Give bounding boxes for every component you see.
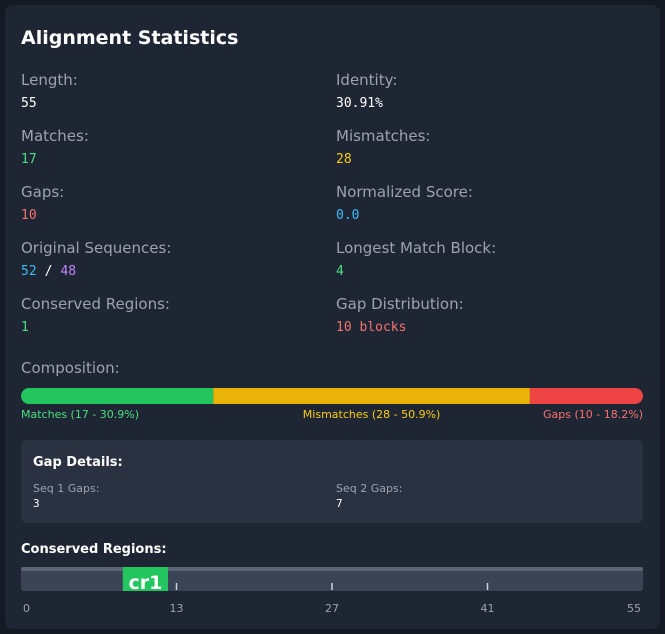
value-part: 10 blocks <box>336 320 407 335</box>
stat-value: 28 <box>336 152 352 167</box>
composition-bar <box>21 388 643 404</box>
gap-value: 7 <box>336 497 343 510</box>
gap-details: Gap Details: Seq 1 Gaps: 3 Seq 2 Gaps: 7 <box>21 440 643 523</box>
value-part: 52 <box>21 264 37 279</box>
value-part: 10 <box>21 208 37 223</box>
tick-label: 55 <box>627 602 641 615</box>
gap-label: Seq 1 Gaps: <box>33 482 100 495</box>
value-part: 28 <box>336 152 352 167</box>
stat-value: 0.0 <box>336 208 359 223</box>
stat-value: 17 <box>21 152 37 167</box>
stat-value: 10 blocks <box>336 320 406 335</box>
region <box>122 567 169 591</box>
stat-label: Original Sequences: <box>21 239 172 257</box>
composition-label: Matches (17 - 30.9%) <box>21 408 140 421</box>
stat-label: Identity: <box>336 71 398 89</box>
value-part: 1 <box>21 320 29 335</box>
value-part: 30.91% <box>336 96 383 111</box>
value-part: 4 <box>336 264 344 279</box>
stat-value: 55 <box>21 96 37 111</box>
tick-label: 27 <box>325 602 339 615</box>
stat-value: 30.91% <box>336 96 383 111</box>
composition-segment <box>21 388 214 404</box>
stat-label: Matches: <box>21 127 89 145</box>
stat-label: Normalized Score: <box>336 183 473 201</box>
value-part: 17 <box>21 152 37 167</box>
stats-card: Alignment Statistics Length: 55 Identity: 3… <box>5 5 660 629</box>
stat-value: 52 / 48 <box>21 264 76 279</box>
stat-label: Mismatches: <box>336 127 431 145</box>
gap-details-title: Gap Details: <box>33 455 123 470</box>
track-top <box>21 567 643 571</box>
stat-label: Gaps: <box>21 183 65 201</box>
value-part: 48 <box>60 264 77 279</box>
value-part: 55 <box>21 96 37 111</box>
gap-label: Seq 2 Gaps: <box>336 482 403 495</box>
stat-value: 10 <box>21 208 37 223</box>
gap-value: 3 <box>33 497 40 510</box>
stat-label: Length: <box>21 71 78 89</box>
stat-value: 1 <box>21 320 29 335</box>
composition-label: Mismatches (28 - 50.9%) <box>302 408 441 421</box>
value-part: / <box>44 264 53 279</box>
composition-label: Gaps (10 - 18.2%) <box>543 408 643 421</box>
conserved-track: cr1 0 13 27 41 55 <box>21 567 643 615</box>
value-part: 0.0 <box>336 208 360 223</box>
composition-segment <box>529 388 643 404</box>
conserved-title: Conserved Regions: <box>21 542 167 557</box>
tick-label: 13 <box>170 602 184 615</box>
region-label: cr1 <box>128 572 162 594</box>
tick-label: 0 <box>23 602 30 615</box>
stat-value: 4 <box>336 264 344 279</box>
stat-label: Longest Match Block: <box>336 239 497 257</box>
title: Alignment Statistics <box>21 27 239 49</box>
composition-title: Composition: <box>21 359 120 377</box>
stat-label: Conserved Regions: <box>21 295 170 313</box>
tick-label: 41 <box>481 602 495 615</box>
stat-label: Gap Distribution: <box>336 295 464 313</box>
composition-segment <box>213 388 530 404</box>
